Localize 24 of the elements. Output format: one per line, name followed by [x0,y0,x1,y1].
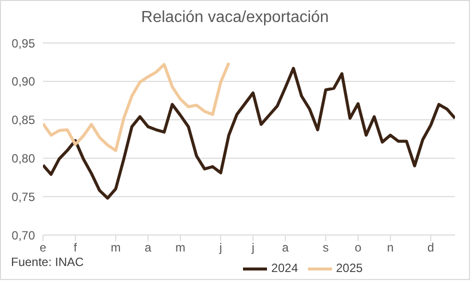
line-series [43,61,230,152]
x-tick-label: f [74,240,78,255]
x-tick-label: e [40,240,47,255]
y-tick-label: 0,75 [12,190,36,204]
chart-title: Relación vaca/exportación [140,9,330,27]
source-note: Fuente: INAC [11,255,84,269]
x-tick-label: n [387,240,394,255]
y-tick-label: 0,95 [12,36,36,50]
y-tick-label: 0,90 [12,74,36,89]
legend-label: 2024 [271,261,298,276]
legend-label: 2025 [336,261,363,276]
y-tick-label: 0,85 [12,113,36,128]
x-tick-label: d [427,240,434,255]
y-tick-label: 0,80 [12,151,36,166]
x-tick-label: j [218,240,222,255]
x-tick-label: m [175,240,186,255]
x-tick-label: a [282,240,290,255]
x-tick-label: o [354,240,362,255]
x-tick-label: a [144,240,152,255]
y-tick-label: 0,70 [12,228,36,242]
x-tick-label: j [250,240,254,255]
line-series [43,66,455,200]
x-tick-label: s [322,240,329,255]
x-tick-label: m [110,240,121,255]
